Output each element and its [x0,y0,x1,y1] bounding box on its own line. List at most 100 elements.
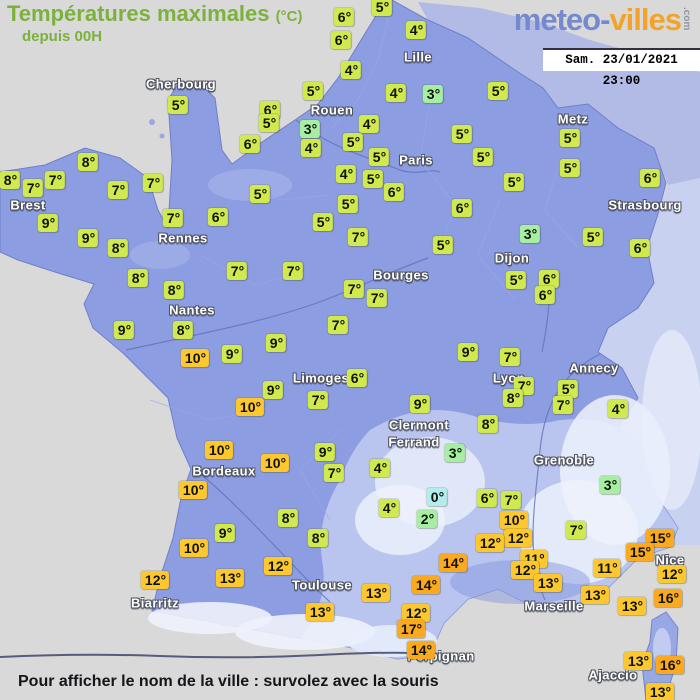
temp-badge[interactable]: 6° [330,31,352,49]
temp-badge[interactable]: 8° [307,529,329,547]
temp-badge[interactable]: 9° [265,334,287,352]
temp-badge[interactable]: 7° [282,262,304,280]
temp-badge[interactable]: 9° [409,395,431,413]
temp-badge[interactable]: 8° [107,239,129,257]
temp-badge[interactable]: 7° [499,348,521,366]
temp-badge[interactable]: 7° [107,181,129,199]
temp-badge[interactable]: 6° [346,369,368,387]
temp-badge[interactable]: 3° [444,444,466,462]
temp-badge[interactable]: 10° [179,539,209,557]
temp-badge[interactable]: 5° [302,82,324,100]
temp-badge[interactable]: 0° [426,488,448,506]
temp-badge[interactable]: 10° [499,511,529,529]
temp-badge[interactable]: 6° [333,8,355,26]
temp-badge[interactable]: 13° [617,597,647,615]
temp-badge[interactable]: 13° [215,569,245,587]
site-logo[interactable]: meteo-villes .com [514,2,692,38]
temp-badge[interactable]: 10° [235,398,265,416]
temp-badge[interactable]: 4° [378,499,400,517]
temp-badge[interactable]: 8° [502,389,524,407]
temp-badge[interactable]: 12° [503,529,533,547]
temp-badge[interactable]: 8° [477,415,499,433]
temp-badge[interactable]: 4° [358,115,380,133]
temp-badge[interactable]: 2° [416,510,438,528]
temp-badge[interactable]: 5° [503,173,525,191]
temp-badge[interactable]: 7° [323,464,345,482]
temp-badge[interactable]: 5° [258,114,280,132]
temp-badge[interactable]: 9° [457,343,479,361]
temp-badge[interactable]: 5° [557,380,579,398]
temp-badge[interactable]: 4° [335,165,357,183]
temp-badge[interactable]: 13° [623,652,653,670]
temp-badge[interactable]: 12° [510,561,540,579]
temp-badge[interactable]: 8° [127,269,149,287]
temp-badge[interactable]: 5° [249,185,271,203]
temp-badge[interactable]: 17° [396,620,426,638]
temp-badge[interactable]: 6° [538,270,560,288]
temp-badge[interactable]: 5° [312,213,334,231]
temp-badge[interactable]: 14° [406,641,436,659]
temp-badge[interactable]: 8° [172,321,194,339]
temp-badge[interactable]: 6° [476,489,498,507]
temp-badge[interactable]: 10° [178,481,208,499]
temp-badge[interactable]: 5° [559,129,581,147]
temp-badge[interactable]: 10° [180,349,210,367]
temp-badge[interactable]: 7° [22,179,44,197]
temp-badge[interactable]: 12° [140,571,170,589]
temp-badge[interactable]: 9° [314,443,336,461]
temp-badge[interactable]: 5° [432,236,454,254]
temp-badge[interactable]: 15° [625,543,655,561]
temp-badge[interactable]: 9° [113,321,135,339]
temp-badge[interactable]: 8° [277,509,299,527]
temp-badge[interactable]: 13° [645,683,675,700]
temp-badge[interactable]: 14° [438,554,468,572]
temp-badge[interactable]: 7° [366,289,388,307]
temp-badge[interactable]: 3° [299,120,321,138]
temp-badge[interactable]: 7° [307,391,329,409]
temp-badge[interactable]: 10° [204,441,234,459]
temp-badge[interactable]: 13° [305,603,335,621]
temp-badge[interactable]: 5° [472,148,494,166]
temp-badge[interactable]: 6° [639,169,661,187]
temp-badge[interactable]: 9° [214,524,236,542]
temp-badge[interactable]: 3° [599,476,621,494]
temp-badge[interactable]: 6° [534,286,556,304]
temp-badge[interactable]: 8° [163,281,185,299]
temp-badge[interactable]: 6° [239,135,261,153]
temp-badge[interactable]: 4° [369,459,391,477]
temp-badge[interactable]: 7° [327,316,349,334]
temp-badge[interactable]: 8° [77,153,99,171]
temp-badge[interactable]: 4° [340,61,362,79]
temp-badge[interactable]: 7° [565,521,587,539]
temp-badge[interactable]: 5° [167,96,189,114]
temp-badge[interactable]: 5° [342,133,364,151]
temp-badge[interactable]: 3° [519,225,541,243]
temp-badge[interactable]: 6° [207,208,229,226]
temp-badge[interactable]: 7° [226,262,248,280]
temp-badge[interactable]: 14° [411,576,441,594]
temp-badge[interactable]: 3° [422,85,444,103]
temp-badge[interactable]: 6° [383,183,405,201]
temp-badge[interactable]: 4° [405,21,427,39]
temp-badge[interactable]: 7° [162,209,184,227]
temp-badge[interactable]: 7° [500,491,522,509]
temp-badge[interactable]: 13° [533,574,563,592]
temp-badge[interactable]: 16° [655,656,685,674]
temp-badge[interactable]: 9° [77,229,99,247]
temp-badge[interactable]: 5° [582,228,604,246]
temp-badge[interactable]: 16° [653,589,683,607]
temp-badge[interactable]: 12° [263,557,293,575]
temp-badge[interactable]: 9° [37,214,59,232]
temp-badge[interactable]: 9° [262,381,284,399]
temp-badge[interactable]: 5° [505,271,527,289]
temp-badge[interactable]: 10° [260,454,290,472]
temp-badge[interactable]: 5° [451,125,473,143]
temp-badge[interactable]: 12° [475,534,505,552]
temp-badge[interactable]: 5° [371,0,393,16]
temp-badge[interactable]: 13° [580,586,610,604]
temp-badge[interactable]: 11° [593,559,621,577]
temp-badge[interactable]: 5° [368,148,390,166]
temp-badge[interactable]: 9° [221,345,243,363]
temp-badge[interactable]: 6° [451,199,473,217]
temp-badge[interactable]: 13° [361,584,391,602]
